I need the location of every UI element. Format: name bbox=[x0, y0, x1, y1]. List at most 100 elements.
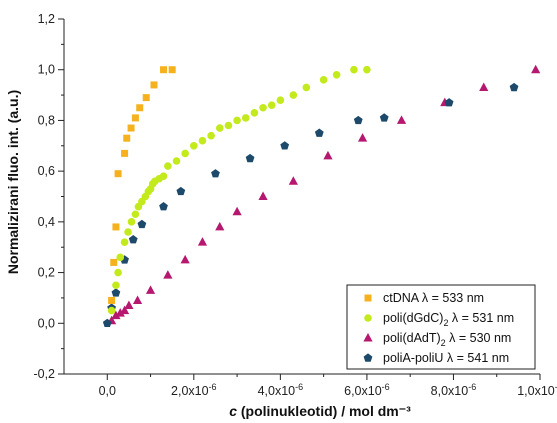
x-tick-label: 6,0x10-6 bbox=[344, 382, 390, 398]
data-point-square bbox=[121, 149, 129, 157]
data-point-square bbox=[142, 94, 150, 102]
data-point-pentagon bbox=[509, 82, 519, 92]
data-point-square bbox=[114, 170, 122, 178]
data-point-triangle bbox=[323, 150, 333, 160]
data-points bbox=[102, 64, 541, 328]
data-point-circle bbox=[241, 114, 250, 122]
data-point-triangle bbox=[288, 176, 298, 185]
y-tick-label: 0,6 bbox=[38, 164, 55, 178]
data-point-pentagon bbox=[159, 202, 168, 211]
x-tick-label: 8,0x10-6 bbox=[431, 382, 477, 398]
data-point-circle bbox=[267, 101, 276, 110]
data-point-circle bbox=[302, 83, 311, 92]
data-point-circle bbox=[198, 136, 207, 145]
x-axis-title-variable: c bbox=[229, 403, 237, 419]
data-point-triangle bbox=[111, 310, 121, 320]
data-point-square bbox=[168, 66, 176, 74]
legend-box bbox=[346, 284, 536, 370]
data-point-square bbox=[127, 124, 135, 132]
data-point-pentagon bbox=[137, 219, 147, 229]
data-point-circle bbox=[233, 116, 241, 125]
x-tick-label: 2,0x10-6 bbox=[171, 382, 217, 398]
y-tick-label: -0,2 bbox=[33, 367, 55, 381]
data-point-pentagon bbox=[102, 318, 112, 328]
data-point-circle bbox=[224, 121, 233, 130]
data-point-triangle bbox=[180, 254, 190, 264]
data-point-triangle bbox=[132, 295, 143, 304]
y-tick-label: 1,2 bbox=[38, 12, 55, 26]
data-point-circle bbox=[250, 109, 259, 117]
data-point-pentagon bbox=[353, 115, 363, 125]
data-point-square bbox=[123, 134, 131, 142]
y-tick-label: 0,4 bbox=[38, 215, 55, 229]
data-point-triangle bbox=[396, 115, 407, 124]
y-axis-title: Normalizirani fluo. int. (a.u.) bbox=[5, 90, 21, 274]
data-point-square bbox=[112, 223, 120, 231]
data-point-circle bbox=[164, 162, 172, 170]
data-point-circle bbox=[363, 65, 371, 74]
x-axis-title-text: (polinukleotid) / mol dm⁻³ bbox=[237, 403, 411, 419]
data-point-triangle bbox=[115, 308, 125, 317]
data-point-circle bbox=[116, 253, 125, 262]
data-point-triangle bbox=[232, 206, 242, 216]
data-point-pentagon bbox=[444, 98, 454, 107]
data-point-pentagon bbox=[379, 113, 389, 122]
data-point-pentagon bbox=[111, 288, 121, 297]
data-point-circle bbox=[114, 268, 122, 277]
legend-label-polidgdc: poli(dGdC)2 λ = 531 nm bbox=[383, 311, 514, 328]
legend-marker-square bbox=[364, 294, 372, 302]
data-point-triangle bbox=[479, 82, 489, 91]
data-point-circle bbox=[172, 157, 181, 165]
legend-marker-pentagon bbox=[363, 353, 373, 362]
data-point-circle bbox=[259, 103, 267, 112]
axis-ticks bbox=[58, 18, 541, 380]
data-point-triangle bbox=[197, 237, 208, 246]
data-point-triangle bbox=[124, 300, 134, 310]
data-point-pentagon bbox=[176, 186, 186, 196]
data-point-circle bbox=[120, 238, 129, 246]
data-point-pentagon bbox=[280, 141, 290, 150]
y-tick-label: 0,2 bbox=[38, 266, 55, 280]
data-point-pentagon bbox=[245, 153, 255, 163]
data-point-triangle bbox=[145, 285, 156, 294]
x-tick-labels: 0,0 2,0x10-6 4,0x10-6 6,0x10-6 8,0x10-6 1,0x1… bbox=[99, 382, 557, 398]
x-tick-label: 4,0x10-6 bbox=[258, 382, 304, 398]
data-point-circle bbox=[124, 228, 132, 236]
legend-label-polia-poliu: poliA-poliU λ = 541 nm bbox=[383, 351, 509, 365]
y-tick-label: 0,8 bbox=[38, 113, 55, 127]
data-point-circle bbox=[181, 149, 189, 158]
data-point-square bbox=[108, 296, 116, 304]
data-point-triangle bbox=[163, 270, 173, 279]
data-point-square bbox=[131, 114, 139, 122]
data-point-triangle bbox=[258, 191, 268, 200]
legend-marker-triangle bbox=[363, 333, 373, 342]
data-point-circle bbox=[107, 306, 116, 315]
data-point-square bbox=[150, 81, 158, 89]
data-point-circle bbox=[127, 218, 136, 226]
legend-label-polidadt: poli(dAdT)2 λ = 530 nm bbox=[383, 331, 511, 348]
data-point-circle bbox=[276, 96, 285, 104]
data-point-triangle bbox=[531, 64, 541, 74]
data-point-square bbox=[110, 258, 118, 266]
data-point-pentagon bbox=[314, 128, 324, 137]
data-point-circle bbox=[332, 70, 341, 79]
data-point-pentagon bbox=[211, 169, 220, 178]
data-point-pentagon bbox=[128, 235, 138, 244]
data-point-circle bbox=[207, 131, 215, 140]
data-point-circle bbox=[131, 210, 140, 219]
y-tick-label: 1,0 bbox=[38, 63, 55, 77]
data-point-square bbox=[136, 104, 144, 112]
legend-marker-circle bbox=[364, 314, 372, 322]
data-point-circle bbox=[319, 76, 328, 84]
y-tick-label: 0,0 bbox=[38, 316, 55, 330]
data-point-triangle bbox=[119, 305, 130, 315]
data-point-circle bbox=[215, 124, 224, 132]
data-point-triangle bbox=[215, 221, 225, 231]
data-point-triangle bbox=[357, 133, 368, 142]
data-point-circle bbox=[350, 65, 358, 74]
data-point-circle bbox=[159, 172, 168, 181]
legend-label-ctdna: ctDNA λ = 533 nm bbox=[383, 291, 484, 305]
legend: ctDNA λ = 533 nm poli(dGdC)2 λ = 531 nm … bbox=[346, 284, 536, 370]
data-point-circle bbox=[112, 281, 120, 290]
